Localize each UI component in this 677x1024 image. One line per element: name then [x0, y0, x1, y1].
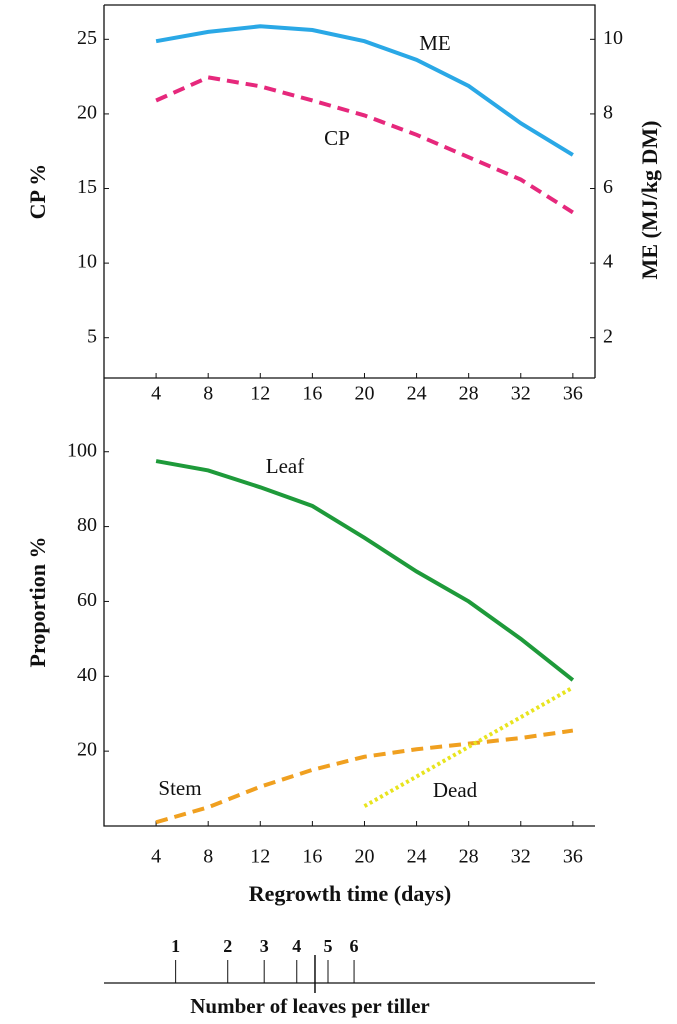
x-tick-label: 8 — [203, 846, 213, 868]
x-tick-label: 36 — [563, 846, 583, 868]
series-line — [155, 24, 574, 157]
y-tick-label: 20 — [77, 102, 97, 124]
x-tick-label: 16 — [302, 383, 322, 405]
y2-tick-label: 6 — [603, 176, 613, 198]
x-tick-label: 16 — [302, 846, 322, 868]
leaves-axis-title: Number of leaves per tiller — [190, 994, 430, 1018]
series-label: ME — [419, 31, 451, 55]
y-tick-label: 5 — [87, 325, 97, 347]
y-tick-label: 20 — [77, 739, 97, 761]
y2-tick-label: 4 — [603, 251, 613, 273]
y-tick-label: 25 — [77, 27, 97, 49]
y-tick-label: 100 — [67, 439, 97, 461]
y2-tick-label: 2 — [603, 325, 613, 347]
y-axis-title: Proportion % — [25, 537, 50, 668]
series-line — [363, 685, 574, 808]
series-line — [155, 75, 574, 215]
x-tick-label: 8 — [203, 383, 213, 405]
y-tick-label: 40 — [77, 664, 97, 686]
leaves-tick-label: 5 — [324, 936, 333, 956]
x-tick-label: 24 — [407, 383, 427, 405]
x-tick-label: 28 — [459, 846, 479, 868]
series-line — [155, 728, 574, 825]
y2-tick-label: 10 — [603, 27, 623, 49]
leaves-tick-label: 6 — [350, 936, 359, 956]
y-tick-label: 10 — [77, 251, 97, 273]
x-tick-label: 4 — [151, 846, 161, 868]
y2-tick-label: 8 — [603, 102, 613, 124]
x-tick-label: 20 — [354, 383, 374, 405]
x-tick-label: 32 — [511, 846, 531, 868]
y-tick-label: 80 — [77, 514, 97, 536]
x-tick-label: 12 — [250, 383, 270, 405]
x-tick-label: 32 — [511, 383, 531, 405]
x-tick-label: 12 — [250, 846, 270, 868]
x-tick-label: 36 — [563, 383, 583, 405]
series-label: Leaf — [266, 454, 304, 478]
series-label: Stem — [158, 776, 201, 800]
x-axis-title: Regrowth time (days) — [249, 881, 451, 906]
leaves-tick-label: 4 — [292, 936, 301, 956]
x-tick-label: 28 — [459, 383, 479, 405]
axes-frame — [103, 4, 596, 827]
y-axis-title: CP % — [25, 164, 50, 220]
leaves-tick-label: 3 — [260, 936, 269, 956]
x-tick-label: 4 — [151, 383, 161, 405]
leaves-tick-label: 2 — [223, 936, 232, 956]
series-line — [155, 459, 575, 682]
y-tick-label: 60 — [77, 589, 97, 611]
series-label: Dead — [433, 778, 478, 802]
y-tick-label: 15 — [77, 176, 97, 198]
y2-axis-title: ME (MJ/kg DM) — [637, 121, 662, 280]
series-label: CP — [324, 126, 350, 150]
leaves-tick-label: 1 — [171, 936, 180, 956]
x-tick-label: 20 — [354, 846, 374, 868]
x-tick-label: 24 — [407, 846, 427, 868]
